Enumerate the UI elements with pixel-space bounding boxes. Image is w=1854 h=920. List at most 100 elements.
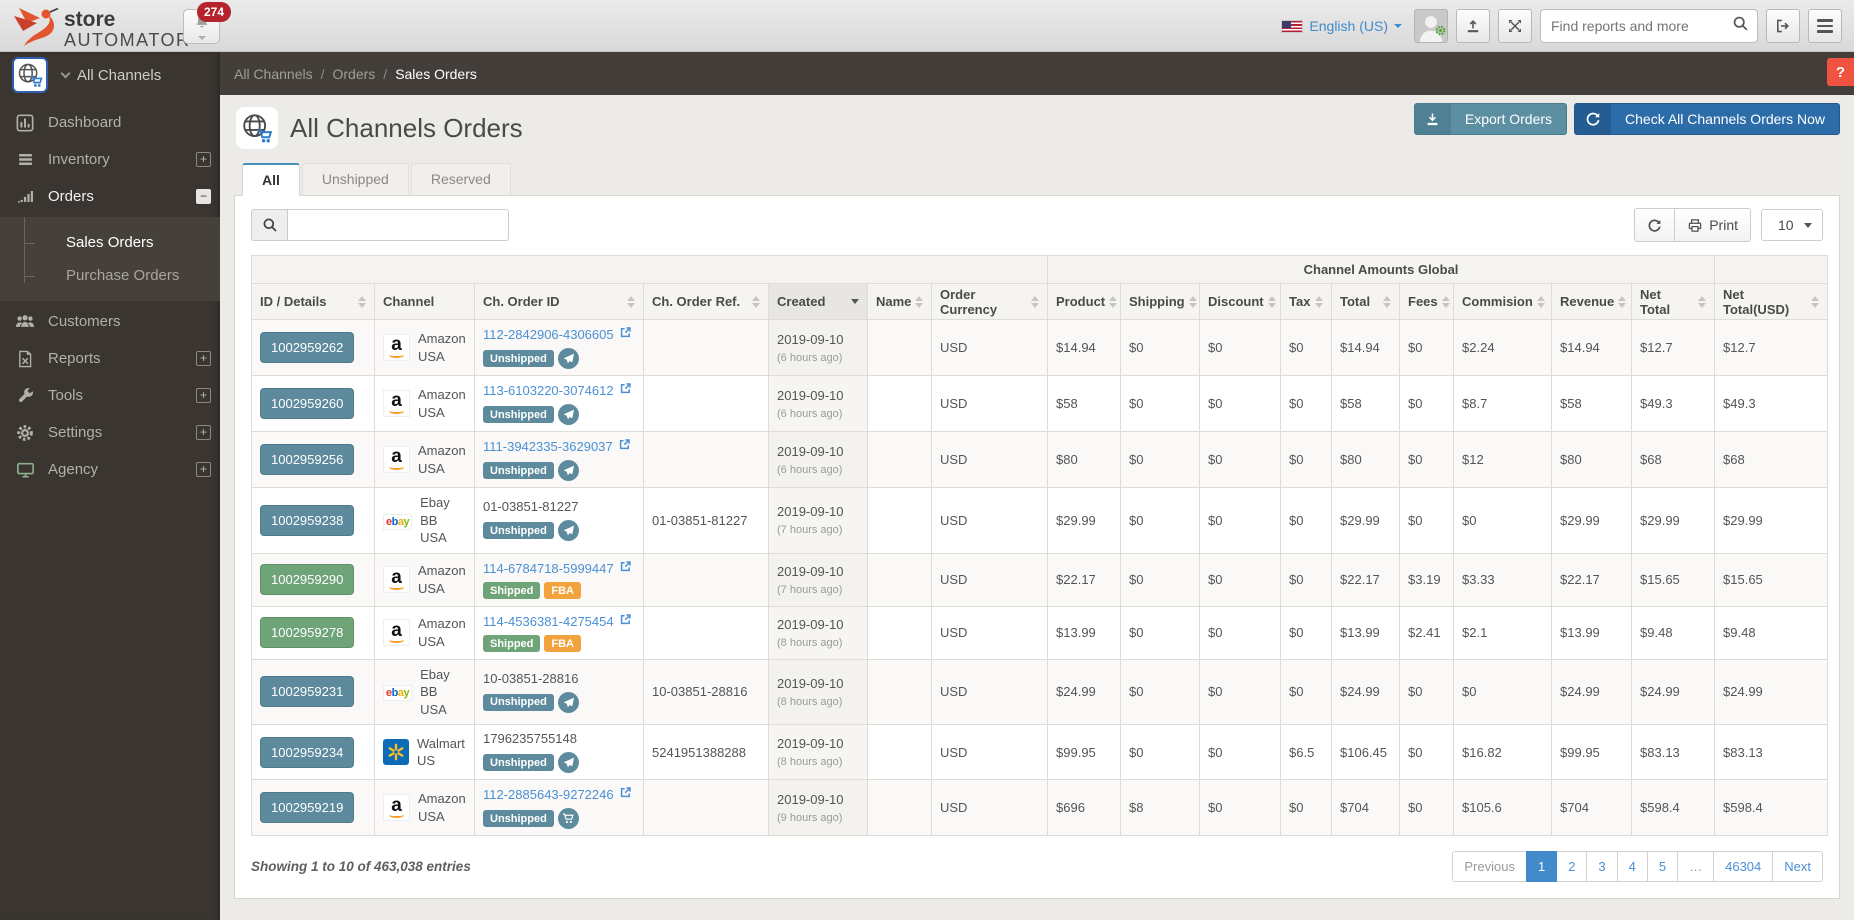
column-header-shipping[interactable]: Shipping	[1120, 283, 1201, 320]
column-header-tax[interactable]: Tax	[1280, 283, 1333, 320]
channel-order-link[interactable]: 111-3942335-3629037	[483, 438, 631, 454]
order-id-button[interactable]: 1002959219	[260, 792, 355, 824]
storeautomator-logo[interactable]: store AUTOMATOR	[12, 3, 191, 54]
sidebar-item-orders[interactable]: Orders −	[0, 178, 220, 215]
paper-plane-icon[interactable]	[557, 348, 579, 369]
channel-order-link[interactable]: 113-6103220-3074612	[483, 382, 632, 398]
order-id-button[interactable]: 1002959278	[260, 617, 355, 649]
sidebar-item-purchase-orders[interactable]: Purchase Orders	[0, 259, 220, 292]
cell-shipping: $0	[1120, 658, 1201, 726]
chevron-down-icon	[1394, 24, 1402, 28]
order-id-button[interactable]: 1002959260	[260, 388, 355, 419]
language-selector[interactable]: English (US)	[1281, 18, 1402, 34]
pagination-3[interactable]: 3	[1586, 851, 1618, 883]
cell-channel: ebay Ebay BB USA	[374, 658, 475, 726]
order-id-button[interactable]: 1002959231	[260, 676, 355, 708]
upload-button[interactable]	[1456, 9, 1490, 43]
help-button[interactable]: ?	[1827, 58, 1854, 86]
sidebar-item-reports[interactable]: Reports +	[0, 340, 220, 377]
paper-plane-icon[interactable]	[557, 520, 579, 542]
sign-out-button[interactable]	[1766, 9, 1800, 43]
order-id-button[interactable]: 1002959262	[260, 332, 355, 363]
cell-channel: a Amazon USA	[374, 319, 475, 376]
cart-icon[interactable]	[557, 808, 579, 830]
order-id-button[interactable]: 1002959256	[260, 444, 355, 475]
menu-button[interactable]	[1808, 9, 1842, 43]
column-header-commision[interactable]: Commision	[1453, 283, 1553, 320]
table-search-input[interactable]	[287, 209, 509, 241]
sidebar-item-tools[interactable]: Tools +	[0, 377, 220, 414]
column-header-discount[interactable]: Discount	[1199, 283, 1282, 320]
refresh-table-button[interactable]	[1635, 209, 1675, 241]
sidebar-item-sales-orders[interactable]: Sales Orders	[0, 226, 220, 259]
print-button[interactable]: Print	[1674, 209, 1750, 241]
cell-created: 2019-09-10 (6 hours ago)	[768, 319, 868, 376]
pagination-4[interactable]: 4	[1616, 851, 1648, 883]
column-header-net-total[interactable]: Net Total	[1631, 283, 1716, 320]
order-id-button[interactable]: 1002959234	[260, 736, 355, 768]
channel-order-link[interactable]: 112-2842906-4306605	[483, 326, 632, 342]
cell-name	[867, 431, 932, 488]
tab-unshipped[interactable]: Unshipped	[301, 163, 409, 195]
column-header-fees[interactable]: Fees	[1399, 283, 1455, 320]
search-icon[interactable]	[1732, 15, 1749, 37]
channel-switcher[interactable]: All Channels	[0, 52, 220, 98]
collapse-minus-icon[interactable]: −	[196, 189, 211, 204]
sidebar-item-settings[interactable]: Settings +	[0, 414, 220, 451]
column-header-net-total-usd[interactable]: Net Total(USD)	[1714, 283, 1829, 320]
user-avatar[interactable]	[1414, 9, 1448, 43]
notification-count-badge[interactable]: 274	[197, 2, 232, 22]
breadcrumb-orders[interactable]: Orders	[332, 65, 376, 82]
sidebar-item-dashboard[interactable]: Dashboard	[0, 104, 220, 141]
order-id-button[interactable]: 1002959290	[260, 564, 355, 596]
paper-plane-icon[interactable]	[557, 752, 579, 774]
order-id-button[interactable]: 1002959238	[260, 504, 355, 536]
column-header-total[interactable]: Total	[1331, 283, 1401, 320]
column-header-id-details[interactable]: ID / Details	[251, 283, 375, 320]
sidebar-item-customers[interactable]: Customers	[0, 303, 220, 340]
breadcrumb-all-channels[interactable]: All Channels	[234, 65, 313, 82]
column-header-created[interactable]: Created	[768, 283, 868, 320]
paper-plane-icon[interactable]	[557, 691, 579, 713]
paper-plane-icon[interactable]	[557, 460, 579, 481]
column-header-ch-order-ref[interactable]: Ch. Order Ref.	[643, 283, 769, 320]
paper-plane-icon[interactable]	[557, 404, 579, 425]
export-orders-button[interactable]: Export Orders	[1413, 103, 1568, 135]
column-label: Channel	[383, 294, 435, 309]
fullscreen-button[interactable]	[1498, 9, 1532, 43]
pagination-next[interactable]: Next	[1772, 851, 1823, 883]
expand-plus-icon[interactable]: +	[196, 425, 211, 440]
column-header-ch-order-id[interactable]: Ch. Order ID	[474, 283, 644, 320]
ebay-icon: ebay	[383, 684, 413, 702]
search-icon[interactable]	[251, 209, 287, 241]
pagination-1[interactable]: 1	[1525, 851, 1558, 883]
expand-plus-icon[interactable]: +	[196, 152, 211, 167]
expand-plus-icon[interactable]: +	[196, 388, 211, 403]
walmart-icon	[383, 739, 409, 766]
sidebar-item-agency[interactable]: Agency +	[0, 451, 220, 488]
channel-name: Amazon USA	[418, 386, 466, 420]
expand-plus-icon[interactable]: +	[196, 351, 211, 366]
check-all-channels-orders-button[interactable]: Check All Channels Orders Now	[1574, 103, 1840, 135]
channel-order-link[interactable]: 114-6784718-5999447	[483, 560, 632, 576]
pagination-5[interactable]: 5	[1646, 851, 1679, 883]
column-header-name[interactable]: Name	[867, 283, 932, 320]
page-size-select[interactable]: 10	[1761, 209, 1823, 241]
sidebar-item-inventory[interactable]: Inventory +	[0, 141, 220, 178]
channel-name: Amazon USA	[418, 563, 466, 596]
pagination-2[interactable]: 2	[1556, 851, 1588, 883]
channel-order-link[interactable]: 114-4536381-4275454	[483, 613, 632, 629]
sort-icon	[752, 295, 760, 308]
pagination-previous[interactable]: Previous	[1452, 851, 1527, 883]
tab-all[interactable]: All	[242, 163, 300, 196]
column-header-revenue[interactable]: Revenue	[1551, 283, 1633, 320]
expand-plus-icon[interactable]: +	[196, 462, 211, 477]
global-search-input[interactable]	[1551, 18, 1732, 34]
channel-order-link[interactable]: 112-2885643-9272246	[483, 786, 632, 802]
us-flag-icon	[1281, 19, 1304, 33]
column-header-order-currency[interactable]: Order Currency	[930, 283, 1049, 320]
pagination-46304[interactable]: 46304	[1713, 851, 1774, 883]
tab-reserved[interactable]: Reserved	[410, 163, 511, 195]
cell-currency: USD	[930, 487, 1049, 554]
column-header-product[interactable]: Product	[1047, 283, 1122, 320]
